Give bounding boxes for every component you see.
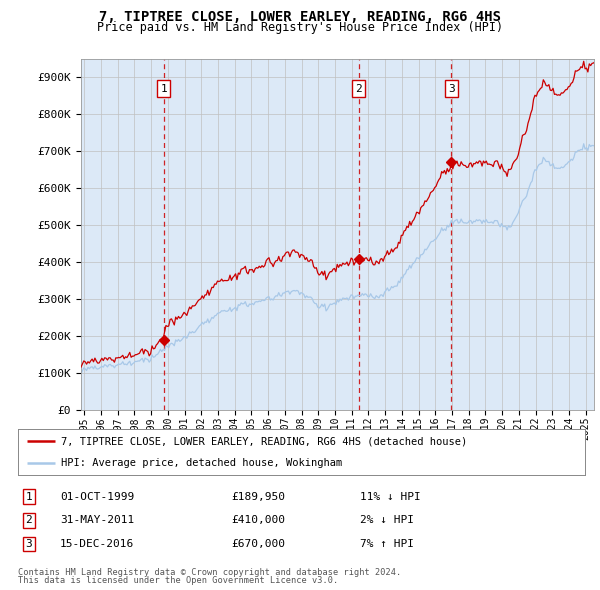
Text: Contains HM Land Registry data © Crown copyright and database right 2024.: Contains HM Land Registry data © Crown c…: [18, 568, 401, 577]
Text: Price paid vs. HM Land Registry's House Price Index (HPI): Price paid vs. HM Land Registry's House …: [97, 21, 503, 34]
Text: 01-OCT-1999: 01-OCT-1999: [60, 492, 134, 502]
Text: £189,950: £189,950: [231, 492, 285, 502]
Text: 31-MAY-2011: 31-MAY-2011: [60, 516, 134, 525]
Text: 2: 2: [355, 84, 362, 94]
Text: 7, TIPTREE CLOSE, LOWER EARLEY, READING, RG6 4HS (detached house): 7, TIPTREE CLOSE, LOWER EARLEY, READING,…: [61, 437, 467, 447]
Text: This data is licensed under the Open Government Licence v3.0.: This data is licensed under the Open Gov…: [18, 576, 338, 585]
Text: 3: 3: [25, 539, 32, 549]
Text: 3: 3: [448, 84, 455, 94]
Text: 1: 1: [25, 492, 32, 502]
Text: 2% ↓ HPI: 2% ↓ HPI: [360, 516, 414, 525]
Text: 1: 1: [160, 84, 167, 94]
Text: 11% ↓ HPI: 11% ↓ HPI: [360, 492, 421, 502]
Text: 7, TIPTREE CLOSE, LOWER EARLEY, READING, RG6 4HS: 7, TIPTREE CLOSE, LOWER EARLEY, READING,…: [99, 10, 501, 24]
Text: 2: 2: [25, 516, 32, 525]
Text: £410,000: £410,000: [231, 516, 285, 525]
Text: £670,000: £670,000: [231, 539, 285, 549]
Text: 15-DEC-2016: 15-DEC-2016: [60, 539, 134, 549]
Text: HPI: Average price, detached house, Wokingham: HPI: Average price, detached house, Woki…: [61, 458, 342, 468]
Text: 7% ↑ HPI: 7% ↑ HPI: [360, 539, 414, 549]
